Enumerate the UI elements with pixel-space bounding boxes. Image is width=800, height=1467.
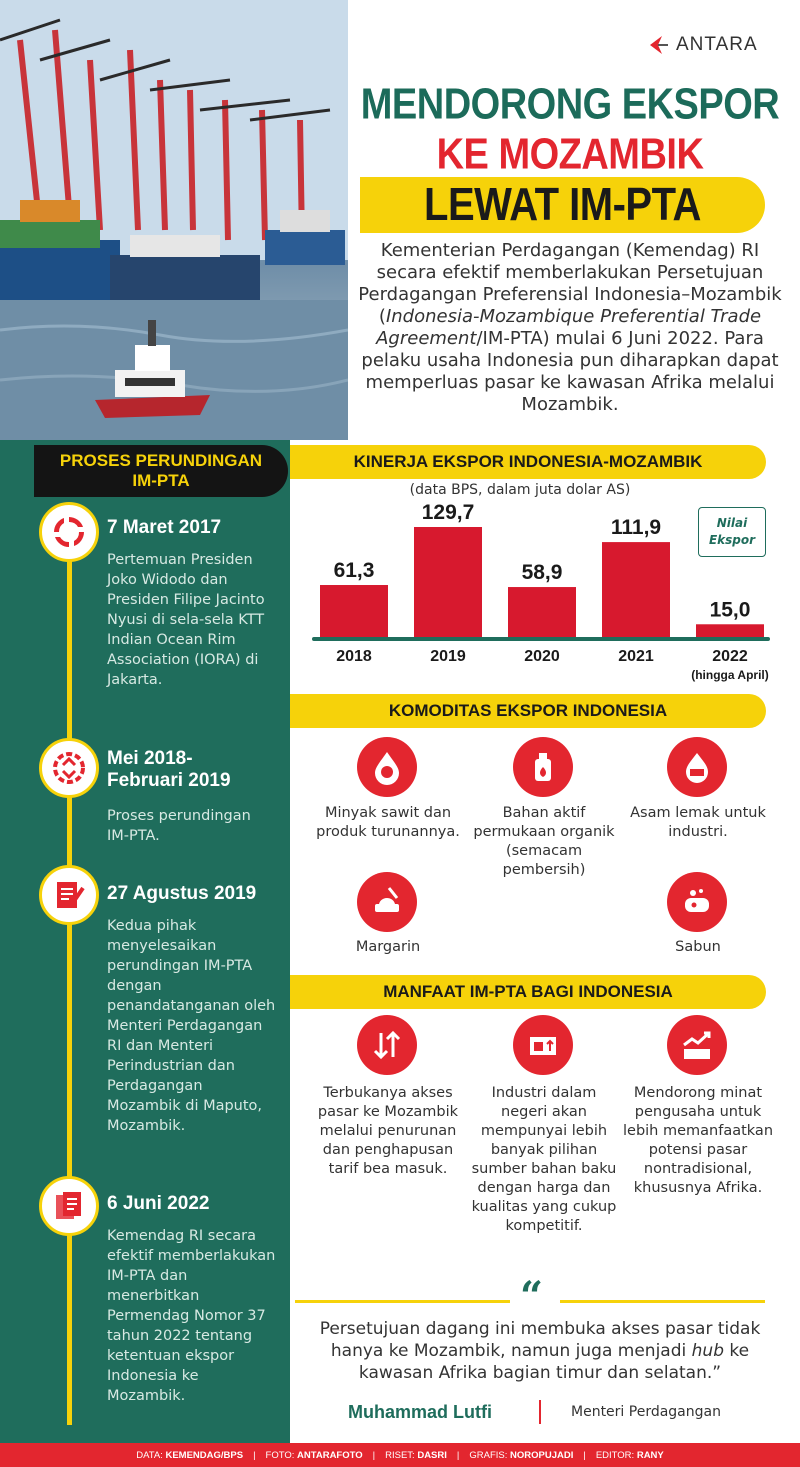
title-line-3: LEWAT IM-PTA xyxy=(424,179,701,231)
timeline-title: PROSES PERUNDINGAN IM-PTA xyxy=(34,445,288,497)
chart-legend: Nilai Ekspor xyxy=(698,507,766,557)
quote-text-2: ke kawasan Afrika bagian timur dan selat… xyxy=(358,1341,750,1383)
timeline-desc-4: Kemendag RI secara efektif memberlakukan… xyxy=(107,1228,276,1404)
benefit-label-1: Terbukanya akses pasar ke Mozambik melal… xyxy=(317,1085,459,1177)
detergent-bottle-icon xyxy=(513,737,573,797)
credit-editor: EDITOR: RANY xyxy=(595,1449,664,1461)
timeline-line xyxy=(67,530,72,1425)
commodity-label-5: Sabun xyxy=(675,939,721,955)
timeline-desc-3: Kedua pihak menyelesaikan perundingan IM… xyxy=(107,918,276,1134)
category-note: (hingga April) xyxy=(691,668,769,682)
export-section-title: KINERJA EKSPOR INDONESIA-MOZAMBIK xyxy=(290,445,766,479)
bar-2020 xyxy=(508,587,576,637)
palm-oil-drop-icon xyxy=(357,737,417,797)
documents-icon xyxy=(39,1176,99,1236)
document-sign-icon xyxy=(39,865,99,925)
timeline-date-1: 7 Maret 2017 xyxy=(107,517,222,538)
bar-2019 xyxy=(414,527,482,637)
negotiation-cycle-icon xyxy=(39,738,99,798)
benefits-title: MANFAAT IM-PTA BAGI INDONESIA xyxy=(290,975,766,1009)
commodity-label-1: Minyak sawit dan produk turunannya. xyxy=(316,805,460,840)
benefit-label-2: Industri dalam negeri akan mempunyai leb… xyxy=(471,1085,617,1234)
cycle-arrows-icon xyxy=(39,502,99,562)
value-label-2019: 129,7 xyxy=(422,501,475,524)
benefit-label-3: Mendorong minat pengusaha untuk lebih me… xyxy=(623,1085,774,1196)
title-line-2: KE MOZAMBIK xyxy=(436,130,704,180)
commodity-label-4: Margarin xyxy=(355,939,421,955)
export-subtitle: (data BPS, dalam juta dolar AS) xyxy=(409,482,631,498)
timeline-desc-1: Pertemuan Presiden Joko Widodo dan Presi… xyxy=(107,552,265,688)
bar-2018 xyxy=(320,585,388,637)
factory-drop-icon xyxy=(667,737,727,797)
credit-grafis: GRAFIS: NOROPUJADI xyxy=(469,1449,574,1461)
quote-author-name: Muhammad Lutfi xyxy=(348,1402,492,1422)
timeline-panel xyxy=(0,440,290,1443)
bar-2021 xyxy=(602,542,670,637)
quote-text-italic: hub xyxy=(691,1341,724,1361)
quote-divider-gap xyxy=(510,1294,560,1308)
intro-text-1: Kementerian Perdagangan (Kemendag) RI se… xyxy=(358,240,782,327)
quote-mark-icon: “ xyxy=(520,1273,544,1320)
timeline-date-3: 27 Agustus 2019 xyxy=(107,883,257,904)
intro-text-italic: Indonesia-Mozambique Preferential Trade … xyxy=(376,306,762,349)
bar-2022 xyxy=(696,624,764,637)
category-label-2019: 2019 xyxy=(430,648,466,665)
category-label-2021: 2021 xyxy=(618,648,654,665)
value-label-2020: 58,9 xyxy=(522,561,563,584)
timeline-date-4: 6 Juni 2022 xyxy=(107,1193,210,1214)
antara-mark-icon xyxy=(650,36,668,54)
credit-riset: RISET: DASRI xyxy=(385,1449,447,1461)
category-label-2022: 2022 xyxy=(712,648,748,665)
timeline-date-2-line-2: Februari 2019 xyxy=(107,770,231,791)
soap-icon xyxy=(667,872,727,932)
title-band xyxy=(360,177,765,233)
intro-text-2: /IM-PTA) mulai 6 Juni 2022. Para pelaku … xyxy=(361,328,779,415)
logo-text: ANTARA xyxy=(676,34,758,55)
title-line-1: MENDORONG EKSPOR xyxy=(360,80,780,130)
timeline-title-line-1: PROSES PERUNDINGAN xyxy=(59,451,263,470)
quote-separator xyxy=(539,1400,541,1424)
value-label-2022: 15,0 xyxy=(710,598,751,621)
antara-logo: ANTARA xyxy=(648,34,758,56)
credit-data: DATA: KEMENDAG/BPS xyxy=(136,1449,244,1461)
tariff-arrows-icon xyxy=(357,1015,417,1075)
category-label-2018: 2018 xyxy=(336,648,372,665)
raw-material-icon xyxy=(513,1015,573,1075)
value-label-2021: 111,9 xyxy=(611,516,661,539)
port-photo xyxy=(0,0,348,440)
commodities-title: KOMODITAS EKSPOR INDONESIA xyxy=(290,694,766,728)
quote-text: Persetujuan dagang ini membuka akses pas… xyxy=(300,1318,780,1384)
growth-chart-icon xyxy=(667,1015,727,1075)
quote-author-role: Menteri Perdagangan xyxy=(571,1404,721,1420)
credits-footer: DATA: KEMENDAG/BPS | FOTO: ANTARAFOTO | RI… xyxy=(0,1443,800,1467)
commodity-label-3: Asam lemak untuk industri. xyxy=(630,805,766,840)
quote-text-1: Persetujuan dagang ini membuka akses pas… xyxy=(319,1319,761,1361)
timeline-title-line-2: IM-PTA xyxy=(132,471,190,490)
timeline-date-2-line-1: Mei 2018- xyxy=(107,748,193,769)
margarine-icon xyxy=(357,872,417,932)
credit-foto: FOTO: ANTARAFOTO xyxy=(265,1449,363,1461)
timeline-desc-2: Proses perundingan IM-PTA. xyxy=(107,808,251,844)
category-label-2020: 2020 xyxy=(524,648,560,665)
value-label-2018: 61,3 xyxy=(334,559,375,582)
timeline-date-2: Mei 2018- Februari 2019 xyxy=(107,748,231,792)
chart-baseline xyxy=(312,637,770,641)
commodity-label-2: Bahan aktif permukaan organik (semacam p… xyxy=(473,805,615,878)
export-bar-chart: 61,3 2018 129,7 2019 58,9 2020 111,9 2021 15,0 20… xyxy=(312,501,770,682)
intro-paragraph: Kementerian Perdagangan (Kemendag) RI se… xyxy=(350,240,790,416)
legend-line-1: Nilai xyxy=(716,516,748,530)
legend-line-2: Ekspor xyxy=(708,533,756,547)
